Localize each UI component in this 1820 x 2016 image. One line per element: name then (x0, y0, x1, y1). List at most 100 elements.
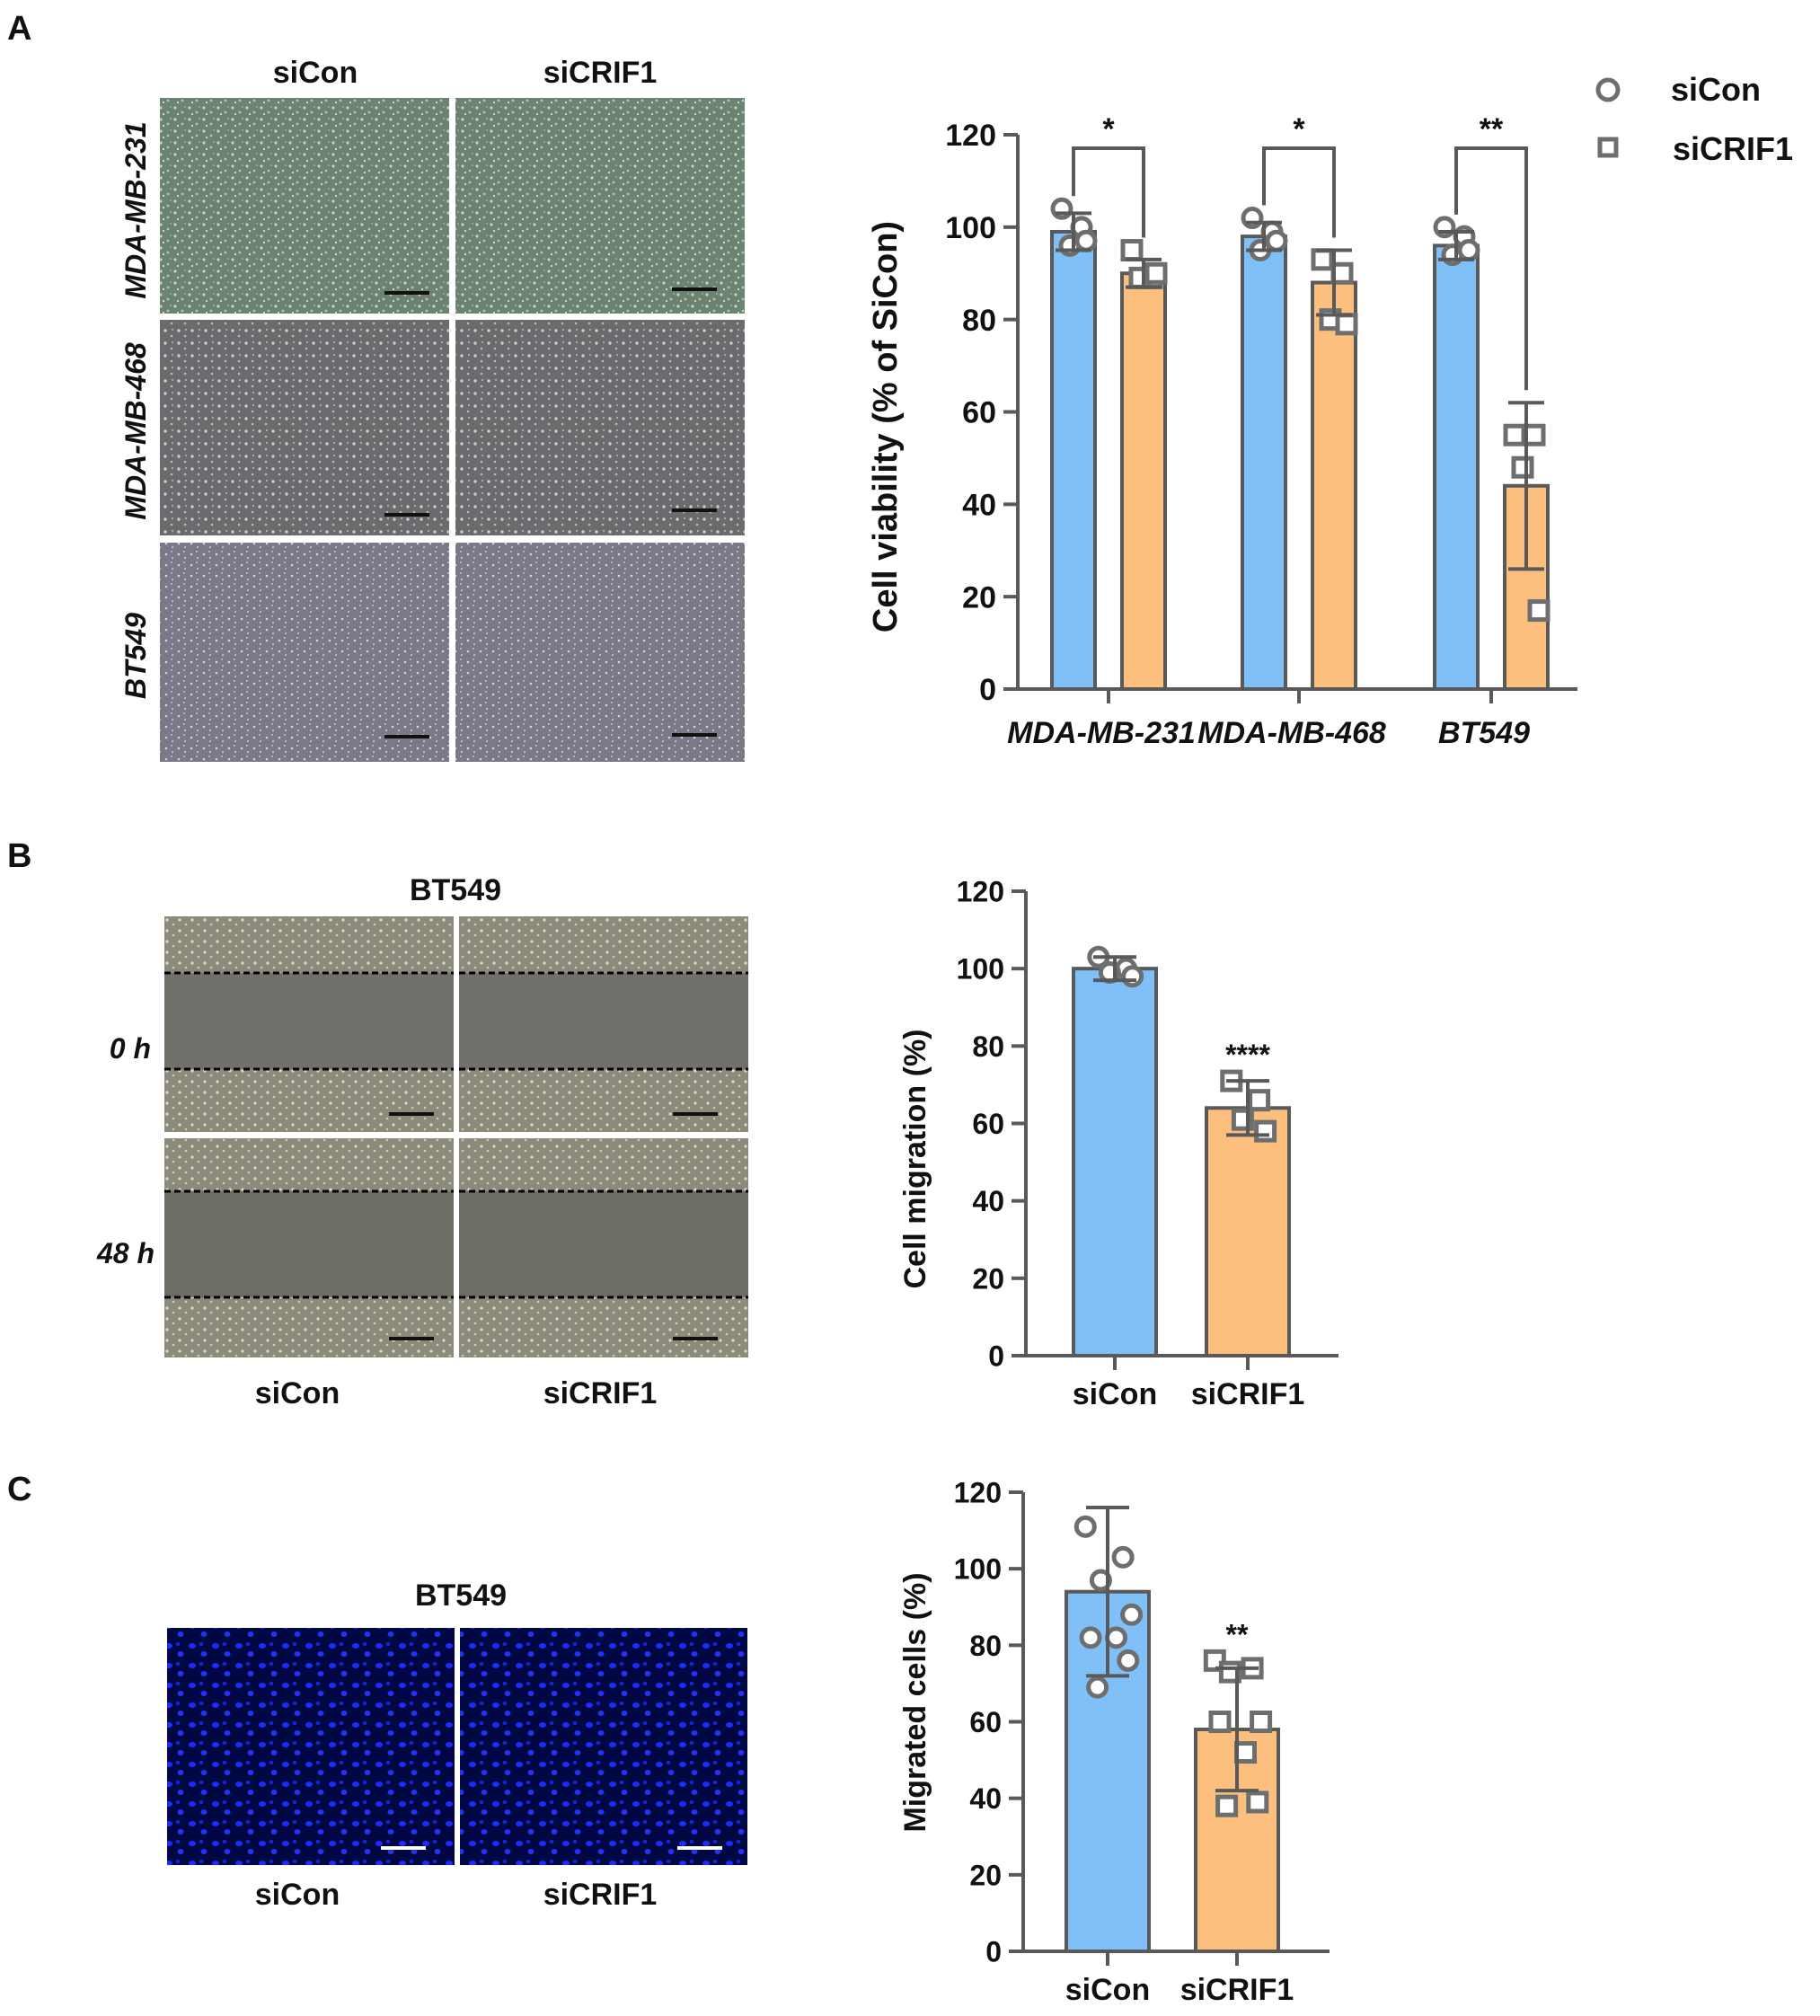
significance-label: * (1102, 112, 1115, 146)
y-tick-label: 0 (985, 1936, 1002, 1968)
data-point (1503, 423, 1526, 447)
data-point (1457, 239, 1480, 262)
micrograph-468-sicon (160, 320, 449, 535)
x-tick-label: siCRIF1 (1180, 1973, 1294, 2007)
y-tick-label: 80 (962, 304, 996, 338)
bar-siCon (1433, 243, 1480, 691)
chart-b-ylabel: Cell migration (%) (898, 1029, 932, 1288)
significance-label: * (1293, 112, 1305, 146)
y-tick-label: 60 (962, 396, 996, 430)
x-tick-label: MDA-MB-231 (1007, 716, 1196, 750)
significance-label: ** (1226, 1618, 1249, 1650)
data-point (1120, 1603, 1144, 1626)
y-tick-label: 40 (972, 1185, 1004, 1217)
legend-label-sicon: siCon (1671, 71, 1761, 108)
col-label-a-sicon: siCon (273, 56, 358, 90)
row-label-48h: 48 h (96, 1237, 155, 1269)
y-tick-label: 100 (954, 1553, 1002, 1586)
data-point (1074, 229, 1098, 252)
data-point (1086, 1676, 1109, 1699)
panel-b-title: BT549 (410, 873, 501, 907)
y-tick-label: 20 (972, 1262, 1004, 1295)
data-point (1144, 261, 1168, 285)
data-point (1208, 1711, 1232, 1733)
bar-siCRIF1 (1311, 280, 1357, 691)
bar-siCRIF1 (1120, 271, 1167, 691)
panel-c-title: BT549 (415, 1578, 507, 1613)
y-tick-label: 40 (969, 1782, 1002, 1815)
micrograph-231-sicrif1 (455, 98, 745, 314)
significance-bracket (1454, 146, 1528, 391)
data-point (1527, 599, 1551, 623)
wound-gap (164, 1191, 454, 1297)
panel-letter-b: B (7, 837, 31, 875)
significance-bracket (1262, 146, 1336, 238)
wound-gap (459, 1191, 748, 1297)
y-tick-label: 80 (969, 1630, 1002, 1662)
data-point (1248, 1089, 1271, 1112)
wound-gap (459, 973, 748, 1069)
legend-label-sicrif1: siCRIF1 (1673, 130, 1793, 167)
data-point (1117, 1649, 1140, 1672)
col-label-c-sicrif1: siCRIF1 (543, 1878, 658, 1912)
y-tick-label: 120 (954, 1477, 1002, 1509)
bar-siCRIF1 (1205, 1106, 1291, 1358)
data-point (1254, 1119, 1277, 1143)
x-tick-label: BT549 (1438, 716, 1530, 750)
panel-letter-c: C (7, 1471, 31, 1508)
chart-b-cell-migration: Cell migration (%) 0 20 40 60 80 100 120 siCon s… (898, 876, 1338, 1411)
x-tick-label: siCon (1065, 1973, 1150, 2007)
y-tick-label: 80 (972, 1030, 1004, 1063)
data-point (1215, 1794, 1239, 1817)
chart-c-migrated-cells: Migrated cells (%) 0 20 40 60 80 100 120 siCon s… (898, 1477, 1330, 2007)
data-point (1234, 1741, 1257, 1764)
data-point (1073, 1515, 1097, 1538)
transwell-grid (167, 1628, 747, 1865)
wound-gap (164, 973, 454, 1069)
y-tick-label: 100 (945, 211, 996, 245)
data-point (1121, 965, 1144, 988)
data-point (1511, 455, 1534, 479)
x-tick-label: MDA-MB-468 (1197, 716, 1386, 750)
micrograph-bt549-sicon (160, 543, 449, 762)
transwell-sicon (167, 1628, 455, 1865)
y-tick-label: 20 (969, 1859, 1002, 1891)
data-point (1089, 1569, 1112, 1592)
y-tick-label: 20 (962, 580, 996, 615)
col-label-b-sicrif1: siCRIF1 (543, 1376, 658, 1410)
row-label-0h: 0 h (110, 1032, 151, 1065)
legend: siCon siCRIF1 (1595, 71, 1793, 167)
y-tick-label: 100 (957, 953, 1004, 986)
y-tick-label: 120 (957, 876, 1004, 908)
data-point (1111, 1545, 1135, 1569)
data-point (1250, 1711, 1273, 1733)
micrograph-468-sicrif1 (455, 320, 745, 535)
chart-c-ylabel: Migrated cells (%) (898, 1572, 932, 1832)
chart-a-ylabel: Cell viability (% of SiCon) (867, 221, 905, 632)
significance-bracket (1072, 146, 1145, 238)
y-tick-label: 0 (988, 1340, 1004, 1373)
y-tick-label: 0 (979, 673, 996, 707)
y-tick-label: 60 (969, 1706, 1002, 1738)
transwell-sicrif1 (460, 1628, 747, 1865)
bar-siCon (1241, 234, 1287, 691)
row-label-mda-mb-231: MDA-MB-231 (119, 121, 152, 298)
micrograph-grid-a (160, 98, 745, 762)
data-point (1120, 239, 1144, 262)
bar-siCon (1050, 229, 1097, 691)
chart-a-cell-viability: Cell viability (% of SiCon) 0 20 40 60 80 100… (867, 112, 1577, 750)
panel-letter-a: A (7, 10, 31, 48)
significance-label: **** (1225, 1039, 1270, 1071)
legend-circle-marker (1595, 77, 1621, 102)
data-point (1311, 248, 1334, 271)
micrograph-231-sicon (160, 98, 449, 314)
y-tick-label: 120 (945, 119, 996, 153)
significance-label: ** (1480, 112, 1504, 146)
legend-square-marker (1597, 137, 1619, 158)
data-point (1079, 1626, 1102, 1649)
row-label-mda-mb-468: MDA-MB-468 (119, 342, 152, 520)
data-point (1105, 1626, 1127, 1649)
bar-siCon (1072, 967, 1158, 1357)
x-tick-label: siCRIF1 (1191, 1377, 1305, 1411)
